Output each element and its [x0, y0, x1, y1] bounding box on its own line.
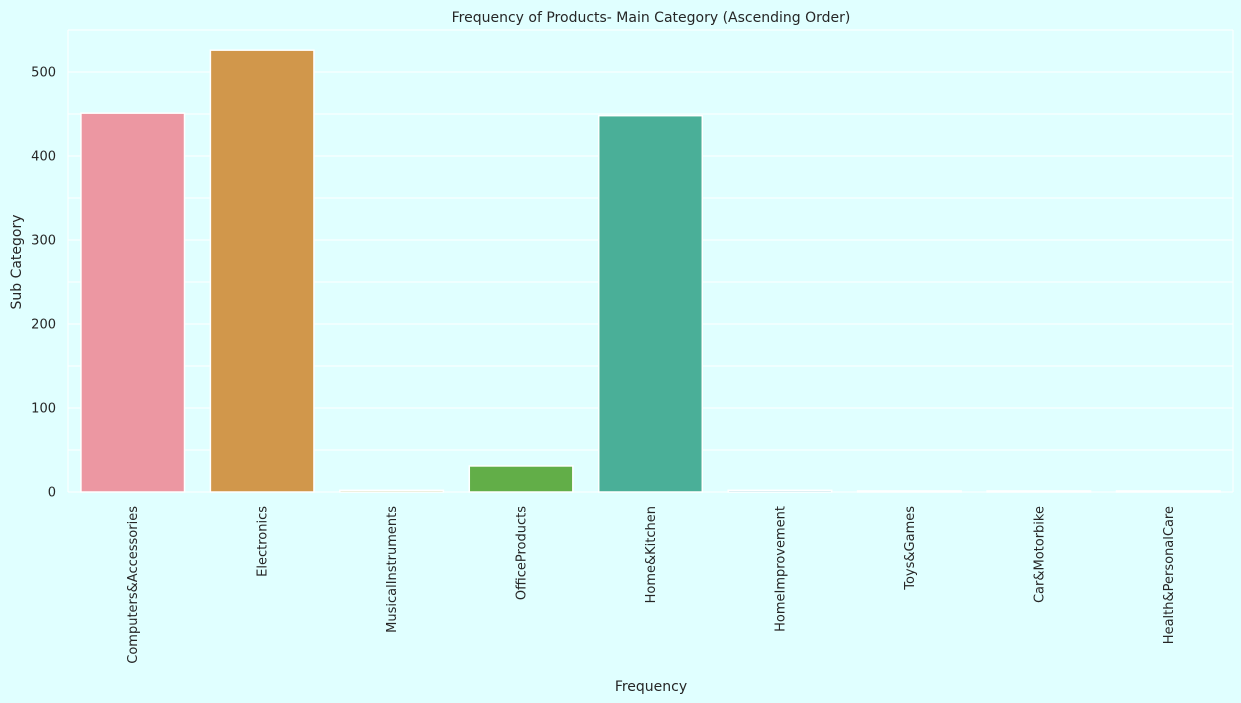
x-tick-label: Computers&Accessories: [126, 506, 141, 664]
y-tick-label: 300: [31, 234, 56, 249]
x-tick-label: Home&Kitchen: [644, 506, 659, 603]
bar: [209, 49, 315, 493]
y-axis-ticks: 0 100 200 300 400 500: [31, 66, 56, 501]
y-tick-label: 0: [48, 486, 56, 501]
bar: [80, 112, 186, 493]
y-axis-label: Sub Category: [9, 214, 25, 309]
bars: [80, 49, 1221, 493]
chart-title: Frequency of Products- Main Category (As…: [452, 10, 851, 26]
x-tick-label: Car&Motorbike: [1032, 506, 1047, 603]
x-tick-label: Health&PersonalCare: [1162, 506, 1177, 644]
y-tick-label: 200: [31, 318, 56, 333]
y-tick-label: 100: [31, 402, 56, 417]
bar: [856, 490, 962, 493]
y-tick-label: 400: [31, 150, 56, 165]
bar: [468, 465, 574, 493]
x-axis-ticks: Computers&Accessories Electronics MusicalI…: [126, 506, 1177, 664]
bar: [986, 490, 1092, 493]
x-tick-label: OfficeProducts: [515, 506, 530, 600]
bar: [1115, 490, 1221, 493]
x-tick-label: HomeImprovement: [773, 506, 788, 632]
x-axis-label: Frequency: [615, 679, 687, 695]
x-tick-label: Toys&Games: [903, 506, 918, 591]
x-tick-label: Electronics: [256, 506, 271, 577]
bar: [727, 489, 833, 493]
x-tick-label: MusicalInstruments: [385, 506, 400, 633]
bar: [597, 114, 704, 493]
bar: [339, 489, 445, 493]
y-tick-label: 500: [31, 66, 56, 81]
